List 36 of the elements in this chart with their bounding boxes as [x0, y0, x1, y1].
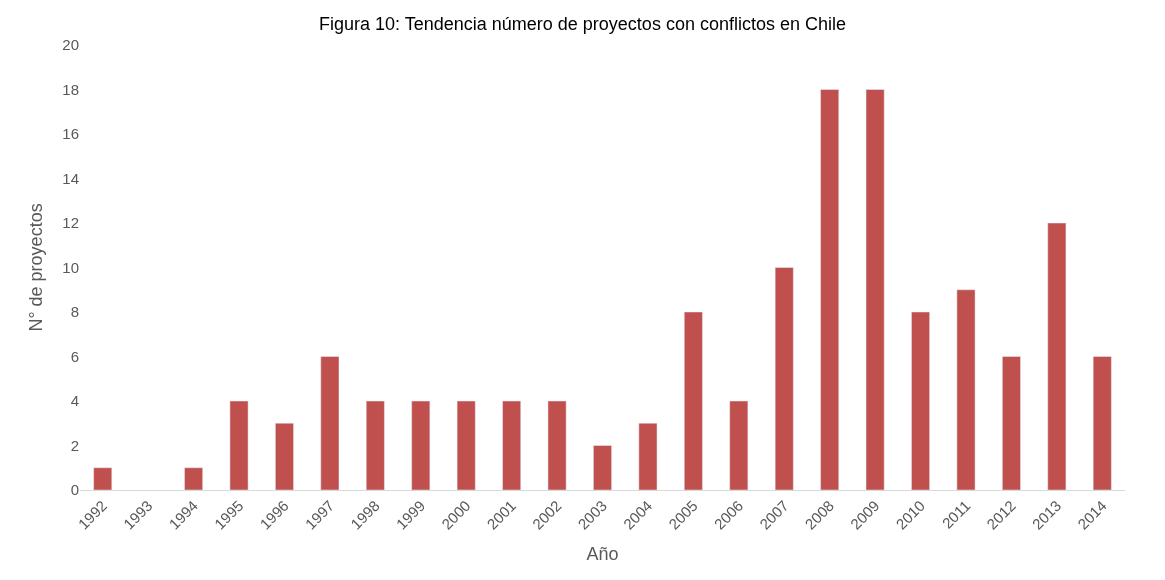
- bar: [774, 267, 794, 490]
- bar: [1047, 222, 1067, 490]
- bar: [411, 400, 431, 490]
- y-tick-label: 4: [70, 392, 79, 410]
- y-tick-label: 16: [62, 125, 79, 143]
- bar: [638, 423, 658, 490]
- bar: [593, 445, 612, 490]
- bar: [865, 89, 885, 490]
- y-axis-title: N° de proyectos: [25, 203, 46, 332]
- bar: [365, 400, 385, 490]
- bar: [229, 400, 249, 490]
- bar: [502, 400, 521, 490]
- y-tick-label: 0: [70, 481, 79, 499]
- bar: [184, 467, 203, 490]
- bar: [456, 400, 476, 490]
- x-axis-title: Año: [586, 543, 619, 564]
- y-tick-label: 18: [62, 80, 79, 98]
- bar: [547, 400, 567, 490]
- y-tick-label: 6: [70, 347, 79, 365]
- y-tick-label: 2: [70, 436, 79, 454]
- bar: [1002, 356, 1021, 490]
- y-tick-label: 12: [62, 214, 79, 232]
- bar: [820, 89, 840, 490]
- bar: [684, 311, 703, 490]
- y-tick-label: 14: [62, 169, 79, 187]
- bar: [1092, 356, 1112, 490]
- bar: [911, 311, 930, 490]
- bar: [93, 467, 113, 490]
- y-tick-label: 10: [62, 258, 79, 276]
- bar: [275, 423, 294, 490]
- bar: [729, 400, 749, 490]
- y-tick-label: 8: [70, 303, 79, 321]
- bar: [956, 289, 976, 490]
- bar: [320, 356, 340, 490]
- y-tick-label: 20: [62, 36, 79, 54]
- chart-title: Figura 10: Tendencia número de proyectos con conflictos en Chile: [319, 14, 846, 34]
